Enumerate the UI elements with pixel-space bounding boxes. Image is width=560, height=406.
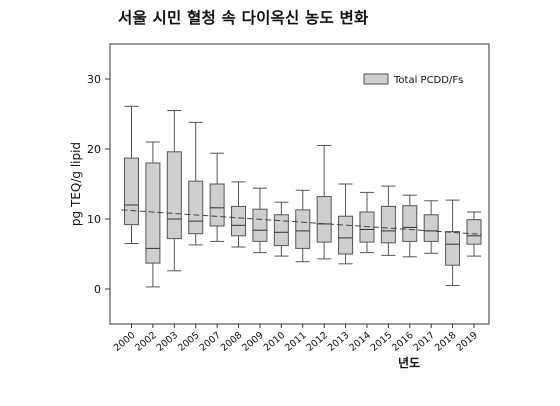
page-title: 서울 시민 혈청 속 다이옥신 농도 변화 — [118, 9, 369, 27]
x-tick-label: 2003 — [155, 330, 181, 354]
box-2011 — [295, 189, 311, 263]
box-iqr — [231, 205, 247, 237]
box-2000 — [124, 105, 139, 244]
x-tick-label: 2005 — [176, 330, 202, 354]
box-2005 — [188, 121, 204, 246]
box-iqr — [380, 205, 396, 244]
box-iqr — [295, 209, 311, 249]
box-2012 — [316, 145, 332, 260]
y-axis: 0 10 20 30 — [87, 73, 110, 296]
box-iqr — [338, 215, 354, 255]
x-tick-label: 2016 — [390, 330, 416, 354]
legend-label: Total PCDD/Fs — [393, 75, 463, 86]
x-tick-label: 2017 — [412, 330, 438, 354]
x-tick-label: 2007 — [197, 330, 223, 354]
box-2008 — [231, 181, 247, 248]
plot-area-frame — [109, 43, 490, 325]
y-tick-label: 0 — [94, 283, 101, 296]
x-tick-label: 2015 — [369, 330, 395, 354]
box-2009 — [252, 187, 268, 254]
y-tick-label: 20 — [87, 143, 101, 156]
box-iqr — [466, 219, 482, 245]
box-2010 — [273, 201, 289, 257]
box-2003 — [166, 110, 182, 272]
box-2019 — [466, 211, 482, 257]
x-axis-label: 년도 — [398, 356, 420, 370]
box-2007 — [209, 152, 225, 242]
x-tick-label: 2009 — [240, 330, 266, 354]
box-iqr — [316, 196, 332, 243]
y-tick-label: 10 — [87, 213, 101, 226]
box-iqr — [188, 180, 204, 235]
box-2017 — [423, 200, 439, 254]
box-iqr — [166, 151, 182, 240]
x-tick-label: 2011 — [283, 330, 309, 354]
x-tick-label: 2018 — [433, 330, 459, 354]
legend: Total PCDD/Fs — [363, 73, 463, 86]
x-tick-label: 2010 — [262, 330, 288, 354]
box-series — [124, 105, 482, 288]
box-2002 — [145, 141, 161, 288]
x-axis: 2000200220032005200720082009201020112012… — [112, 324, 480, 354]
box-2014 — [359, 191, 375, 254]
box-iqr — [124, 157, 139, 226]
x-tick-label: 2000 — [112, 330, 138, 354]
box-iqr — [273, 214, 289, 247]
box-iqr — [423, 214, 439, 242]
box-iqr — [252, 208, 268, 242]
box-iqr — [145, 162, 161, 264]
box-iqr — [402, 205, 418, 242]
box-2013 — [338, 183, 354, 265]
x-tick-label: 2019 — [454, 330, 480, 354]
box-2018 — [445, 199, 461, 286]
trend-line — [121, 209, 483, 235]
box-iqr — [445, 231, 461, 266]
box-2015 — [380, 185, 396, 256]
y-axis-label: pg TEQ/g lipid — [69, 142, 83, 226]
x-tick-label: 2008 — [219, 330, 245, 354]
x-tick-label: 2002 — [133, 330, 159, 354]
x-tick-label: 2013 — [326, 330, 352, 354]
box-iqr — [209, 183, 225, 227]
box-2016 — [402, 194, 418, 258]
x-tick-label: 2014 — [347, 330, 373, 354]
x-tick-label: 2012 — [304, 330, 330, 354]
y-tick-label: 30 — [87, 73, 101, 86]
legend-swatch — [363, 73, 389, 85]
